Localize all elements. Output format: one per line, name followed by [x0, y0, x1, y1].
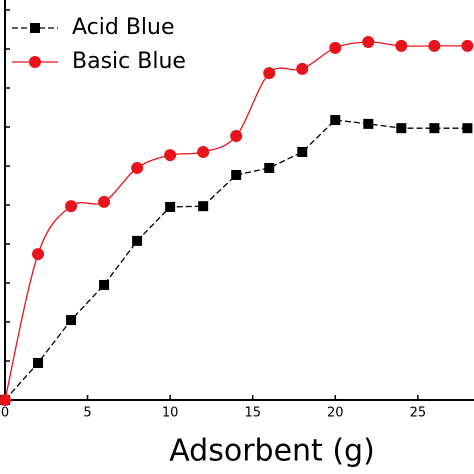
data-point	[98, 195, 111, 208]
x-tick-label: 25	[410, 406, 427, 421]
data-point	[462, 123, 473, 134]
data-point	[330, 114, 341, 125]
x-tick-label: 10	[162, 406, 179, 421]
data-point	[99, 279, 110, 290]
data-point	[362, 35, 375, 48]
data-point	[165, 201, 176, 212]
data-point	[429, 123, 440, 134]
data-point	[198, 201, 209, 212]
data-point	[395, 39, 408, 52]
legend-marker	[30, 23, 40, 33]
data-point	[428, 39, 441, 52]
x-tick-label: 5	[83, 406, 91, 421]
legend-marker	[29, 56, 41, 68]
data-point	[231, 169, 242, 180]
data-point	[461, 39, 474, 52]
x-tick-label: 15	[244, 406, 261, 421]
legend-label: Basic Blue	[72, 49, 186, 74]
x-axis-title: Adsorbent (g)	[169, 434, 375, 469]
data-point	[131, 161, 144, 174]
series-line	[4, 41, 468, 401]
data-point	[0, 394, 11, 406]
data-point	[263, 67, 276, 80]
data-point	[197, 145, 210, 158]
data-point	[329, 41, 342, 54]
x-tick-label: 0	[1, 406, 9, 421]
data-point	[297, 146, 308, 157]
data-point	[230, 129, 243, 142]
legend-label: Acid Blue	[72, 15, 175, 40]
data-point	[65, 200, 78, 213]
data-point	[296, 62, 309, 75]
data-point	[363, 118, 374, 129]
data-point	[132, 235, 143, 246]
series-line	[4, 119, 468, 401]
x-tick-label: 20	[327, 406, 344, 421]
data-point	[32, 248, 45, 261]
data-point	[33, 357, 44, 368]
data-point	[264, 162, 275, 173]
data-point	[164, 149, 177, 162]
data-point	[396, 123, 407, 134]
data-point	[66, 315, 77, 326]
